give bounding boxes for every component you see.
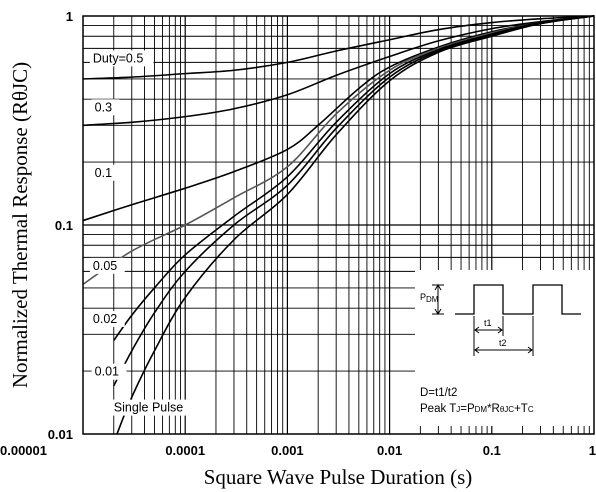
series-label-0: Duty=0.5 (93, 51, 143, 65)
series-line-0 (82, 15, 595, 80)
peak-formula: Peak TJ=PDM*RθJC+TC (420, 403, 534, 415)
pulse-inset: PDM t1 t2 D=t1/t2 Peak TJ=PDM*RθJC+TC (415, 270, 595, 426)
series-label-bg-6 (110, 399, 204, 416)
series-line-4 (113, 15, 595, 342)
series-labels: Duty=0.5 0.3 0.1 0.05 0.02 0.01 Single Pulse (89, 50, 204, 416)
t1-label: t1 (484, 318, 492, 328)
inset-box (415, 270, 595, 426)
t2-label: t2 (499, 338, 507, 348)
series-label-3: 0.05 (93, 259, 117, 273)
series-label-1: 0.3 (95, 100, 112, 114)
plot-frame (82, 15, 595, 435)
duty-formula: D=t1/t2 (420, 387, 457, 399)
series-label-bg-5 (91, 363, 127, 380)
series-line-3 (82, 15, 595, 286)
pdm-label: PDM (420, 292, 439, 304)
x-tick-label-0: 0.00001 (0, 443, 47, 458)
series-label-bg-3 (89, 257, 125, 274)
x-tick-label-3: 0.01 (377, 443, 402, 458)
t1-arrow-heads (474, 326, 503, 334)
x-tick-label-2: 0.001 (271, 443, 304, 458)
x-tick-label-4: 0.1 (483, 443, 501, 458)
series-lines (82, 15, 595, 435)
y-tick-label-1: 0.1 (55, 218, 73, 233)
y-axis-title: Normalized Thermal Response (RθJC) (8, 62, 32, 388)
series-line-2 (82, 15, 595, 222)
x-tick-label-1: 0.0001 (165, 443, 205, 458)
series-line-1 (82, 15, 595, 127)
series-label-bg-1 (91, 99, 120, 116)
series-label-bg-2 (91, 164, 120, 181)
series-label-bg-0 (89, 50, 154, 67)
t2-arrow-heads (474, 346, 533, 354)
series-label-5: 0.01 (95, 365, 119, 379)
y-tick-label-2: 1 (66, 9, 73, 24)
pulse-waveform (455, 284, 581, 315)
x-axis-title: Square Wave Pulse Duration (s) (204, 465, 473, 489)
series-label-6: Single Pulse (114, 401, 184, 415)
series-line-5 (113, 15, 595, 387)
y-tick-label-0: 0.01 (48, 427, 73, 442)
x-tick-labels: 0.00001 0.0001 0.001 0.01 0.1 1 (0, 443, 596, 458)
series-label-bg-4 (89, 310, 125, 327)
y-tick-labels: 0.01 0.1 1 (48, 9, 73, 442)
series-label-4: 0.02 (93, 312, 117, 326)
series-label-2: 0.1 (95, 166, 112, 180)
x-tick-label-5: 1 (589, 443, 596, 458)
series-line-6 (116, 15, 595, 435)
